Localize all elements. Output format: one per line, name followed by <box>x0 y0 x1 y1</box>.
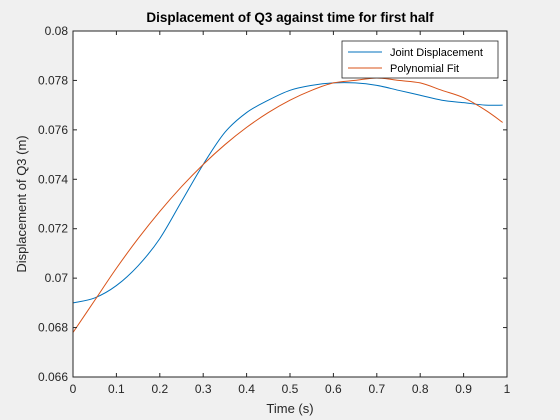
x-tick-label: 1 <box>504 382 511 396</box>
y-tick-label: 0.066 <box>38 370 68 384</box>
plot-area <box>73 31 507 377</box>
x-tick-label: 0.5 <box>282 382 299 396</box>
y-tick-label: 0.08 <box>45 24 69 38</box>
series-line-joint-displacement <box>72 82 503 304</box>
y-tick-label: 0.074 <box>38 172 68 186</box>
x-axis-label: Time (s) <box>266 401 313 416</box>
y-tick-label: 0.068 <box>38 321 68 335</box>
legend: Joint Displacement Polynomial Fit <box>341 40 499 79</box>
x-tick-label: 0.2 <box>151 382 168 396</box>
legend-label-joint-displacement: Joint Displacement <box>390 47 483 59</box>
x-tick-label: 0.9 <box>455 382 472 396</box>
y-tick-label: 0.072 <box>38 222 68 236</box>
x-tick-label: 0.3 <box>195 382 212 396</box>
y-axis-label: Displacement of Q3 (m) <box>14 135 29 272</box>
x-tick-label: 0.1 <box>108 382 125 396</box>
x-tick-label: 0.6 <box>325 382 342 396</box>
series-layer <box>72 77 503 333</box>
y-tick-label: 0.07 <box>45 271 69 285</box>
chart-title: Displacement of Q3 against time for firs… <box>146 10 434 25</box>
series-line-polynomial-fit <box>72 77 503 333</box>
x-tick-label: 0.7 <box>368 382 385 396</box>
y-tick-label: 0.078 <box>38 73 68 87</box>
y-tick-label: 0.076 <box>38 123 68 137</box>
legend-box <box>341 40 499 79</box>
x-tick-label: 0 <box>70 382 77 396</box>
legend-label-polynomial-fit: Polynomial Fit <box>390 63 459 75</box>
x-tick-label: 0.8 <box>412 382 429 396</box>
ticks-layer: 0 0.1 0.2 0.3 0.4 0.5 0.6 0.7 0.8 0.9 1 0.066 0.068 0… <box>38 24 511 396</box>
x-tick-label: 0.4 <box>238 382 255 396</box>
